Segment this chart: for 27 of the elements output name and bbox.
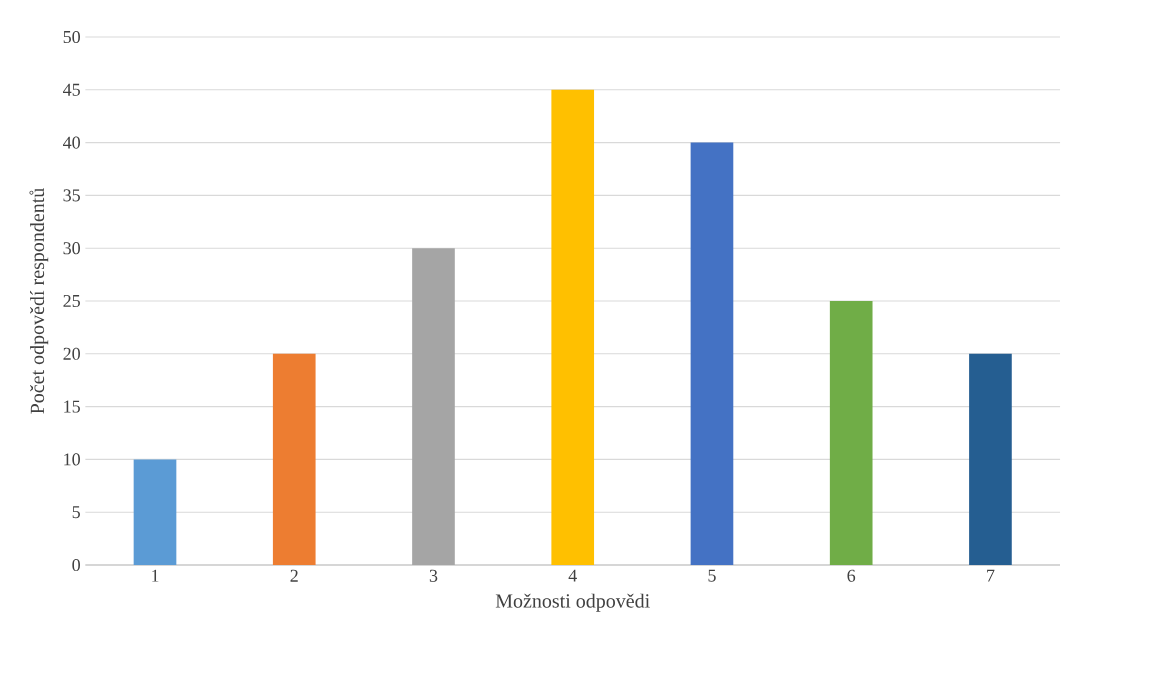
y-tick-label: 50 — [63, 30, 80, 44]
y-tick-label: 25 — [63, 294, 80, 308]
bar — [829, 301, 873, 565]
bar — [133, 459, 177, 565]
y-tick-label: 30 — [63, 242, 80, 255]
bar — [690, 142, 734, 565]
bar — [412, 248, 455, 565]
x-tick-label: 2 — [290, 569, 298, 582]
x-tick-label: 7 — [987, 569, 995, 582]
y-tick-label: 35 — [63, 189, 80, 202]
bar — [969, 353, 1012, 565]
y-tick-label: 40 — [63, 136, 80, 149]
x-tick-label: 4 — [568, 569, 577, 582]
x-tick-label: 1 — [152, 569, 159, 582]
y-tick-label: 10 — [64, 453, 80, 466]
y-tick-label: 0 — [72, 558, 80, 572]
bar — [272, 353, 316, 565]
x-tick-label: 6 — [847, 569, 856, 582]
y-tick-label: 5 — [72, 506, 80, 519]
bar — [551, 89, 595, 565]
x-axis-title: Možnosti odpovědi — [495, 593, 650, 612]
x-tick-label: 5 — [708, 569, 716, 582]
y-tick-label: 20 — [63, 347, 80, 360]
y-tick-label: 15 — [64, 400, 80, 413]
x-tick-label: 3 — [429, 569, 438, 582]
y-tick-label: 45 — [63, 83, 80, 96]
y-axis-title: Počet odpovědí respondentů — [29, 188, 49, 414]
